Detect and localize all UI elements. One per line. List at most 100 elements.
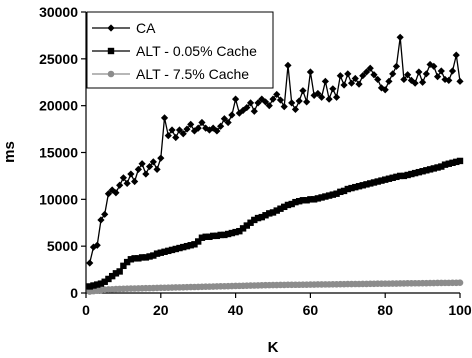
data-point	[374, 75, 382, 84]
series-1	[86, 157, 464, 290]
data-point	[307, 196, 314, 203]
data-point	[276, 96, 285, 104]
data-point	[321, 77, 329, 85]
data-point	[258, 213, 265, 221]
data-point	[404, 71, 412, 79]
data-point	[430, 165, 438, 172]
data-point	[183, 242, 191, 250]
data-point	[127, 256, 135, 263]
x-tick-label: 40	[228, 302, 244, 318]
data-point	[382, 176, 389, 183]
data-point	[310, 196, 318, 203]
data-point	[456, 77, 464, 85]
data-point	[164, 132, 172, 140]
data-point	[187, 120, 195, 128]
data-point	[400, 172, 408, 180]
data-point	[135, 255, 142, 262]
data-point	[251, 216, 258, 224]
data-point	[217, 231, 224, 239]
data-point	[232, 228, 239, 236]
data-point	[359, 182, 366, 189]
data-point	[108, 272, 116, 280]
data-point	[160, 114, 169, 122]
data-point	[362, 68, 371, 76]
data-point	[232, 95, 240, 103]
data-point	[250, 107, 258, 115]
data-point	[325, 95, 333, 103]
data-point	[228, 229, 236, 237]
data-point	[123, 179, 131, 188]
data-point	[393, 173, 400, 181]
data-point	[228, 111, 236, 119]
data-point	[408, 170, 415, 178]
data-point	[329, 191, 337, 198]
data-point	[423, 167, 430, 174]
data-point	[157, 249, 164, 256]
data-point	[243, 103, 251, 112]
data-point	[456, 279, 464, 286]
data-point	[213, 232, 221, 240]
data-point	[288, 200, 295, 208]
data-point	[262, 212, 269, 219]
data-point	[206, 233, 213, 240]
data-point	[202, 233, 209, 240]
data-point	[288, 99, 296, 107]
data-point	[355, 183, 363, 190]
data-point	[273, 90, 281, 99]
data-point	[419, 168, 426, 175]
data-point	[445, 160, 452, 167]
data-point	[168, 246, 176, 254]
data-point	[411, 79, 419, 87]
data-point	[314, 89, 322, 98]
data-point	[377, 84, 386, 92]
data-point	[131, 177, 139, 186]
data-point	[295, 198, 303, 205]
data-point	[112, 189, 120, 197]
data-point	[261, 98, 270, 106]
data-point	[295, 97, 303, 105]
legend-marker	[107, 24, 115, 32]
data-point	[97, 280, 105, 287]
y-tick-label: 30000	[39, 4, 78, 20]
data-point	[191, 241, 198, 248]
x-axis-label: K	[268, 339, 279, 356]
data-point	[329, 85, 337, 93]
y-tick-label: 0	[70, 285, 78, 301]
data-point	[220, 115, 228, 123]
data-point	[352, 183, 359, 191]
data-point	[389, 174, 396, 181]
data-point	[172, 133, 180, 142]
data-point	[266, 210, 273, 217]
data-point	[381, 86, 389, 94]
data-point	[281, 203, 288, 211]
series-2	[86, 279, 464, 295]
data-point	[433, 73, 442, 81]
data-point	[127, 170, 135, 178]
data-point	[396, 172, 404, 180]
data-point	[94, 281, 101, 288]
data-point	[325, 192, 333, 199]
data-point	[116, 268, 123, 275]
data-point	[306, 68, 314, 76]
data-point	[120, 262, 127, 270]
legend-item: ALT - 0.05% Cache	[92, 43, 257, 59]
data-point	[370, 179, 378, 186]
legend-label: ALT - 7.5% Cache	[136, 66, 249, 82]
data-point	[400, 75, 408, 84]
data-point	[284, 61, 292, 69]
data-point	[344, 70, 352, 78]
legend: CA ALT - 0.05% Cache ALT - 7.5% Cache	[86, 11, 274, 89]
data-point	[452, 51, 460, 59]
data-point	[303, 98, 311, 106]
data-point	[340, 187, 348, 195]
series-0	[86, 33, 464, 267]
y-tick-label: 25000	[39, 51, 78, 67]
data-point	[385, 175, 393, 182]
data-point	[426, 166, 434, 173]
data-point	[445, 76, 453, 84]
data-point	[97, 216, 105, 224]
data-point	[314, 195, 322, 202]
y-tick-label: 20000	[39, 98, 78, 114]
data-point	[273, 207, 280, 214]
data-point	[280, 103, 288, 111]
